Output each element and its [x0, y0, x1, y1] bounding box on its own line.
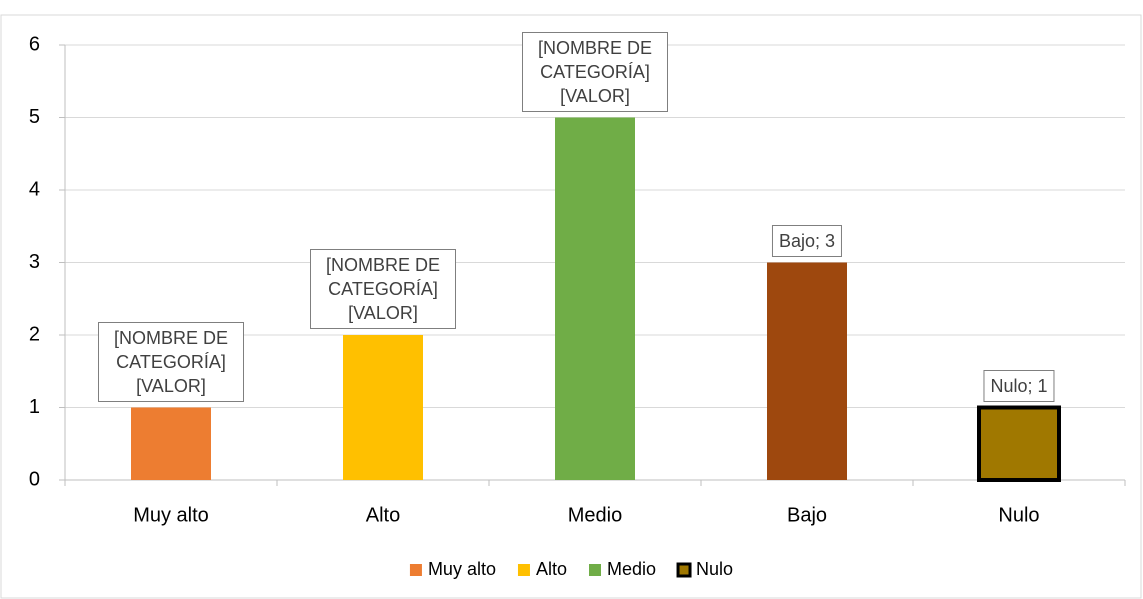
x-tick-label: Alto [366, 504, 400, 526]
x-tick-label: Nulo [998, 504, 1039, 526]
y-tick-label: 2 [29, 323, 40, 345]
legend-swatch [409, 564, 422, 576]
x-tick-label: Medio [568, 504, 622, 526]
legend-swatch [676, 562, 692, 578]
chart-border [0, 14, 1142, 599]
legend-label: Nulo [696, 559, 733, 579]
bar [131, 407, 211, 480]
y-tick-label: 1 [29, 396, 40, 418]
x-tick-label: Muy alto [133, 504, 209, 526]
data-label: [NOMBRE DE CATEGORÍA] [VALOR] [522, 31, 668, 112]
bar [343, 335, 423, 480]
bar [977, 405, 1061, 482]
data-label: Nulo; 1 [983, 369, 1055, 402]
legend-swatch [589, 564, 601, 576]
bar [767, 262, 847, 480]
y-tick-label: 3 [29, 251, 40, 273]
y-tick-label: 5 [29, 106, 40, 128]
legend-label: Muy alto [428, 559, 496, 579]
data-label: Bajo; 3 [771, 224, 843, 257]
y-tick-label: 0 [29, 468, 40, 490]
x-tick-label: Bajo [787, 504, 827, 526]
y-tick-label: 4 [29, 178, 40, 200]
legend-label: Medio [607, 559, 656, 579]
bar [555, 117, 635, 480]
y-tick-label: 6 [29, 33, 40, 55]
legend-swatch [517, 564, 530, 576]
data-label: [NOMBRE DE CATEGORÍA] [VALOR] [310, 249, 456, 329]
legend-label: Alto [536, 559, 567, 579]
data-label: [NOMBRE DE CATEGORÍA] [VALOR] [98, 321, 244, 402]
